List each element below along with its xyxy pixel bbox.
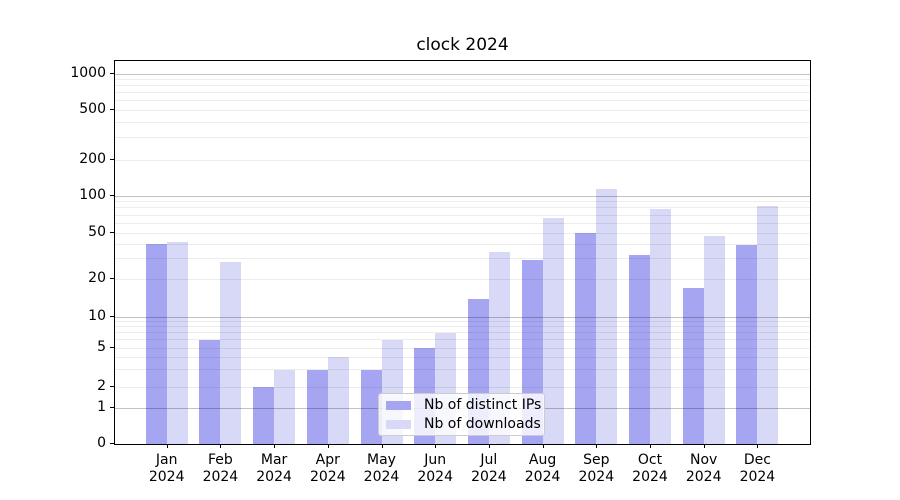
bar-ips-jan bbox=[146, 244, 167, 444]
x-tick-mark bbox=[704, 444, 705, 448]
y-tick-label-0: 0 bbox=[97, 435, 106, 451]
downloads-legend-swatch bbox=[386, 419, 411, 429]
legend-label: Nb of downloads bbox=[424, 416, 541, 432]
y-tick-mark bbox=[110, 316, 114, 317]
x-tick-label-jan: Jan 2024 bbox=[148, 452, 185, 485]
y-tick-mark bbox=[110, 407, 114, 408]
y-tick-label-2: 2 bbox=[97, 378, 106, 394]
bar-ips-nov bbox=[683, 288, 704, 444]
x-tick-label-apr: Apr 2024 bbox=[309, 452, 346, 485]
y-tick-mark bbox=[110, 73, 114, 74]
bar-downloads-apr bbox=[328, 357, 349, 444]
x-tick-label-aug: Aug 2024 bbox=[524, 452, 561, 485]
bar-ips-sep bbox=[575, 233, 596, 444]
y-tick-mark bbox=[110, 443, 114, 444]
bar-ips-mar bbox=[253, 387, 274, 444]
bars-layer bbox=[115, 61, 810, 444]
x-tick-label-jul: Jul 2024 bbox=[471, 452, 507, 485]
legend: Nb of distinct IPs Nb of downloads bbox=[378, 393, 545, 436]
y-tick-label-1: 1 bbox=[97, 399, 106, 415]
legend-label: Nb of distinct IPs bbox=[424, 397, 542, 413]
x-tick-mark bbox=[757, 444, 758, 448]
bar-downloads-sep bbox=[596, 189, 617, 444]
x-tick-label-oct: Oct 2024 bbox=[632, 452, 668, 485]
x-tick-label-dec: Dec 2024 bbox=[739, 452, 776, 485]
y-tick-mark bbox=[110, 232, 114, 233]
y-tick-label-200: 200 bbox=[79, 151, 106, 167]
x-tick-mark bbox=[220, 444, 221, 448]
bar-ips-may bbox=[361, 370, 382, 444]
y-tick-mark bbox=[110, 278, 114, 279]
x-tick-mark bbox=[543, 444, 544, 448]
plot-area bbox=[114, 60, 811, 445]
y-tick-mark bbox=[110, 109, 114, 110]
x-tick-label-jun: Jun 2024 bbox=[417, 452, 454, 485]
y-tick-label-50: 50 bbox=[88, 224, 106, 240]
x-tick-mark bbox=[650, 444, 651, 448]
x-tick-mark bbox=[382, 444, 383, 448]
chart-title: clock 2024 bbox=[416, 35, 509, 55]
bar-downloads-oct bbox=[650, 209, 671, 444]
y-tick-label-1000: 1000 bbox=[70, 65, 106, 81]
x-tick-mark bbox=[274, 444, 275, 448]
x-tick-mark bbox=[167, 444, 168, 448]
x-tick-label-feb: Feb 2024 bbox=[202, 452, 239, 485]
y-tick-mark bbox=[110, 159, 114, 160]
y-tick-label-10: 10 bbox=[88, 308, 106, 324]
bar-downloads-nov bbox=[704, 236, 725, 444]
y-tick-label-5: 5 bbox=[97, 339, 106, 355]
bar-ips-dec bbox=[736, 245, 757, 444]
y-tick-label-100: 100 bbox=[79, 187, 106, 203]
bar-downloads-mar bbox=[274, 370, 295, 444]
x-tick-label-sep: Sep 2024 bbox=[578, 452, 615, 485]
x-tick-label-may: May 2024 bbox=[363, 452, 400, 485]
y-tick-mark bbox=[110, 195, 114, 196]
bar-downloads-dec bbox=[757, 206, 778, 444]
x-tick-label-mar: Mar 2024 bbox=[256, 452, 292, 485]
bar-downloads-jan bbox=[167, 242, 188, 444]
x-tick-mark bbox=[489, 444, 490, 448]
x-tick-label-nov: Nov 2024 bbox=[685, 452, 722, 485]
legend-item: Nb of distinct IPs bbox=[386, 397, 541, 413]
y-tick-mark bbox=[110, 347, 114, 348]
x-tick-mark bbox=[435, 444, 436, 448]
bar-downloads-aug bbox=[543, 218, 564, 444]
bar-downloads-feb bbox=[220, 262, 241, 444]
y-tick-mark bbox=[110, 386, 114, 387]
legend-item: Nb of downloads bbox=[386, 416, 541, 432]
bar-ips-feb bbox=[199, 340, 220, 444]
bar-ips-oct bbox=[629, 255, 650, 444]
bar-ips-apr bbox=[307, 370, 328, 444]
ips-legend-swatch bbox=[386, 400, 411, 410]
y-tick-label-20: 20 bbox=[88, 270, 106, 286]
x-tick-mark bbox=[596, 444, 597, 448]
x-tick-mark bbox=[328, 444, 329, 448]
y-tick-label-500: 500 bbox=[79, 101, 106, 117]
